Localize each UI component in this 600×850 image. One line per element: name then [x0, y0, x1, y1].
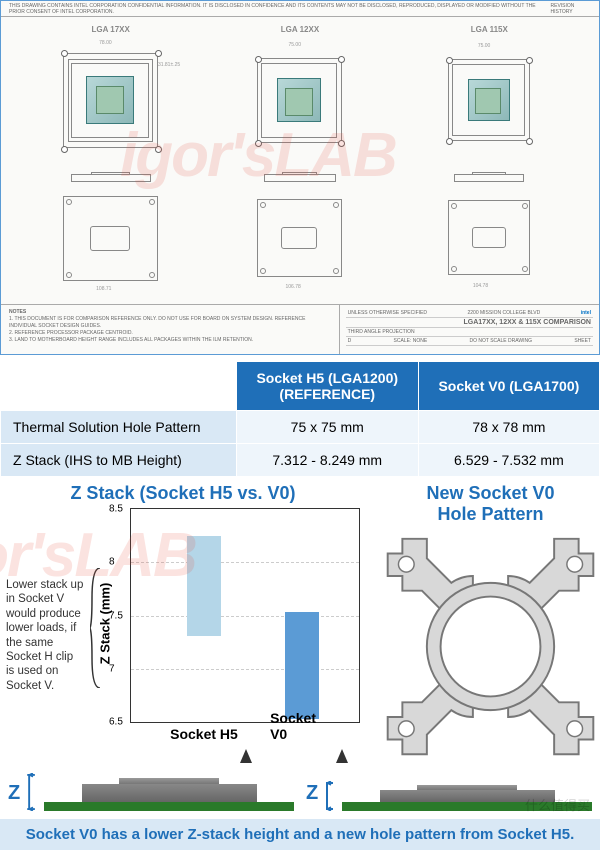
source-watermark: 什么值得买: [525, 795, 590, 814]
zstack-h5: Z: [8, 769, 294, 811]
y-tick: 6.5: [109, 717, 123, 728]
row-label: Thermal Solution Hole Pattern: [1, 411, 237, 444]
blueprint-col-lga17xx: LGA 17XX 78.00 31.81±.25 108.71: [21, 25, 200, 300]
hole-pattern-drawing: [368, 529, 600, 764]
row-label: Z Stack (IHS to MB Height): [1, 444, 237, 477]
bar-socket-v0: [285, 612, 319, 719]
hole-pattern-title: New Socket V0 Hole Pattern: [368, 483, 600, 525]
notes-title: NOTES: [9, 309, 331, 316]
note-line: 2. REFERENCE PROCESSOR PACKAGE CENTROID.: [9, 330, 331, 337]
dim: 104.78: [473, 283, 488, 289]
tb-size: D: [348, 338, 352, 344]
cpu-side-h5: [44, 769, 294, 811]
socket-side-view: [232, 169, 367, 187]
tb-unless: UNLESS OTHERWISE SPECIFIED: [348, 310, 427, 316]
bracket-icon: [324, 781, 336, 811]
blueprint-footer: NOTES 1. THIS DOCUMENT IS FOR COMPARISON…: [1, 304, 599, 354]
tb-scale: SCALE: NONE: [394, 338, 428, 344]
socket-top-view: 75.00: [232, 38, 367, 163]
tb-sheet: SHEET: [574, 338, 591, 344]
zstack-chart: Z Stack (mm) 6.5 7 7.5 8 8.5 Socket H5 S…: [130, 508, 360, 723]
z-label: Z: [8, 782, 20, 811]
blueprint-col-lga115x: LGA 115X 75.00 104.78: [400, 25, 579, 300]
hole-pattern-panel: New Socket V0 Hole Pattern: [368, 483, 600, 765]
chart-annotation: Lower stack up in Socket V would produce…: [6, 508, 90, 765]
col-label: LGA 17XX: [91, 25, 129, 34]
y-tick: 7.5: [109, 610, 123, 621]
dim: 75.00: [478, 43, 491, 49]
drawing-title: LGA17XX, 12XX & 115X COMPARISON: [464, 319, 591, 326]
engineering-blueprint: THIS DRAWING CONTAINS INTEL CORPORATION …: [0, 0, 600, 355]
table-header-empty: [1, 362, 237, 411]
socket-side-view: [43, 169, 178, 187]
chart-title: Z Stack (Socket H5 vs. V0): [6, 483, 360, 504]
blueprint-notes: NOTES 1. THIS DOCUMENT IS FOR COMPARISON…: [1, 305, 340, 354]
lower-section: Z Stack (Socket H5 vs. V0) Lower stack u…: [0, 477, 600, 765]
socket-side-view: [422, 169, 557, 187]
dim: 78.00: [99, 40, 112, 46]
cell: 78 x 78 mm: [418, 411, 599, 444]
socket-top-view: 75.00: [422, 38, 557, 163]
socket-top-view: 78.00 31.81±.25: [43, 38, 178, 163]
note-line: 3. LAND TO MOTHERBOARD HEIGHT RANGE INCL…: [9, 337, 331, 344]
blueprint-header: THIS DRAWING CONTAINS INTEL CORPORATION …: [1, 1, 599, 17]
y-axis-label: Z Stack (mm): [98, 582, 113, 664]
bracket-icon: [26, 773, 38, 811]
y-tick: 8: [109, 557, 115, 568]
z-label: Z: [306, 782, 318, 811]
table-header-row: Socket H5 (LGA1200) (REFERENCE) Socket V…: [1, 362, 600, 411]
chart-wrap: Lower stack up in Socket V would produce…: [6, 508, 360, 765]
col-label: LGA 115X: [471, 25, 508, 34]
blueprint-body: LGA 17XX 78.00 31.81±.25 108.71 LGA 12XX: [1, 17, 599, 304]
dim: 106.78: [285, 284, 300, 290]
dim: 108.71: [96, 286, 111, 292]
table-row: Thermal Solution Hole Pattern 75 x 75 mm…: [1, 411, 600, 444]
table-header-h5: Socket H5 (LGA1200) (REFERENCE): [236, 362, 418, 411]
zstack-sideview-row: Z Z: [0, 765, 600, 817]
intel-logo: intel: [581, 310, 591, 316]
cell: 7.312 - 8.249 mm: [236, 444, 418, 477]
tb-address: 2200 MISSION COLLEGE BLVD: [467, 310, 540, 316]
tb-projection: THIRD ANGLE PROJECTION: [348, 329, 415, 335]
col-label: LGA 12XX: [281, 25, 319, 34]
bar-socket-h5: [187, 536, 221, 636]
blueprint-col-lga12xx: LGA 12XX 75.00 106.78: [210, 25, 389, 300]
note-line: 1. THIS DOCUMENT IS FOR COMPARISON REFER…: [9, 316, 331, 330]
cell: 75 x 75 mm: [236, 411, 418, 444]
dim: 31.81±.25: [158, 62, 180, 68]
blueprint-titleblock: UNLESS OTHERWISE SPECIFIED 2200 MISSION …: [340, 305, 599, 354]
x-category: Socket V0: [270, 710, 329, 742]
table-row: Z Stack (IHS to MB Height) 7.312 - 8.249…: [1, 444, 600, 477]
revision-history-label: REVISION HISTORY: [551, 3, 591, 14]
arrow-up-icon: [336, 749, 348, 763]
tb-dnsd: DO NOT SCALE DRAWING: [469, 338, 532, 344]
x-category: Socket H5: [170, 726, 238, 742]
y-tick: 7: [109, 663, 115, 674]
comparison-table: Socket H5 (LGA1200) (REFERENCE) Socket V…: [0, 361, 600, 477]
table-header-v0: Socket V0 (LGA1700): [418, 362, 599, 411]
cell: 6.529 - 7.532 mm: [418, 444, 599, 477]
bottom-caption: Socket V0 has a lower Z-stack height and…: [0, 817, 600, 850]
dim: 75.00: [288, 42, 301, 48]
backplate-view: 106.78: [247, 191, 352, 286]
arrow-up-icon: [240, 749, 252, 763]
confidential-note: THIS DRAWING CONTAINS INTEL CORPORATION …: [9, 3, 551, 14]
backplate-view: 108.71: [58, 191, 163, 286]
y-tick: 8.5: [109, 504, 123, 515]
backplate-view: 104.78: [437, 191, 542, 286]
chart-panel: Z Stack (Socket H5 vs. V0) Lower stack u…: [6, 483, 360, 765]
